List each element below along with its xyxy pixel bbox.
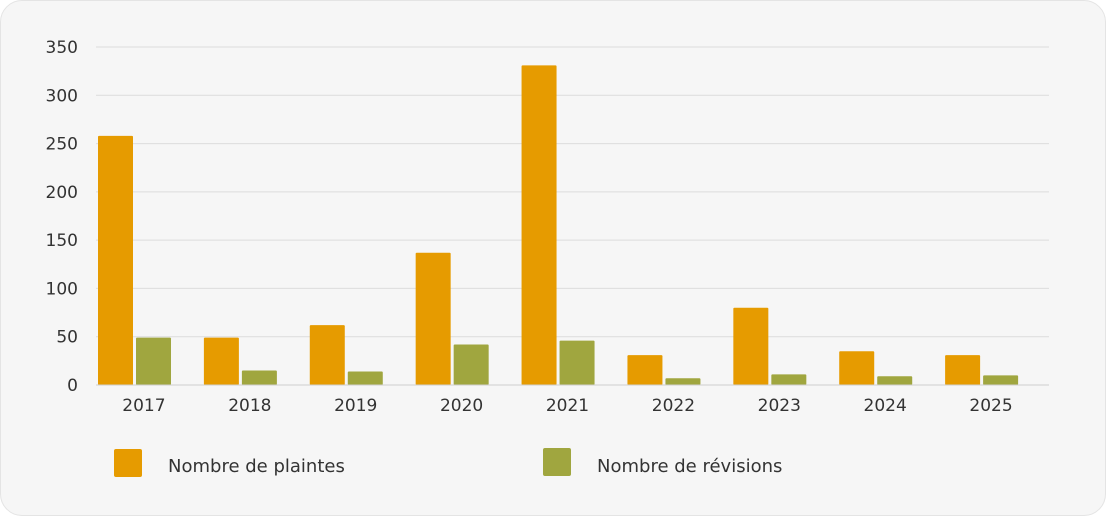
bar-plaintes	[309, 325, 345, 385]
y-tick-label: 300	[46, 86, 78, 106]
bar-revisions	[241, 370, 277, 385]
bar-revisions	[453, 344, 489, 385]
bar-revisions	[559, 340, 595, 385]
legend-swatch-plaintes	[114, 449, 142, 477]
y-tick-label: 150	[46, 231, 78, 251]
x-tick-label: 2025	[969, 396, 1012, 416]
y-tick-label: 200	[46, 183, 78, 203]
legend-label-plaintes: Nombre de plaintes	[168, 456, 345, 477]
bar-plaintes	[945, 355, 981, 385]
bar-plaintes	[203, 337, 239, 385]
x-tick-label: 2022	[652, 396, 695, 416]
bar-revisions	[136, 337, 171, 385]
bar-plaintes	[627, 355, 663, 385]
bar-plaintes	[415, 252, 451, 385]
legend: Nombre de plaintes Nombre de révisions	[114, 448, 782, 477]
bar-plaintes	[98, 135, 133, 385]
x-tick-label: 2023	[758, 396, 801, 416]
bar-revisions	[771, 374, 807, 385]
bar-revisions	[347, 371, 383, 385]
bar-plaintes	[839, 351, 875, 385]
bar-revisions	[983, 375, 1019, 385]
bars	[98, 65, 1019, 385]
legend-swatch-revisions	[543, 448, 571, 476]
x-tick-label: 2020	[440, 396, 483, 416]
bar-revisions	[877, 376, 913, 385]
y-axis: 0 50 100 150 200 250 300 350	[46, 38, 78, 396]
bar-revisions	[665, 378, 701, 385]
bar-plaintes	[733, 307, 769, 385]
y-tick-label: 100	[46, 279, 78, 299]
y-tick-label: 350	[46, 38, 78, 58]
x-tick-label: 2024	[864, 396, 907, 416]
y-tick-label: 250	[46, 135, 78, 155]
legend-label-revisions: Nombre de révisions	[597, 456, 782, 477]
x-tick-label: 2018	[228, 396, 271, 416]
x-tick-label: 2021	[546, 396, 589, 416]
gridlines	[96, 46, 1049, 338]
x-axis: 2017 2018 2019 2020 2021 2022 2023 2024 2025	[122, 396, 1012, 416]
x-tick-label: 2019	[334, 396, 377, 416]
y-tick-label: 0	[67, 376, 78, 396]
bar-plaintes	[521, 65, 557, 385]
x-tick-label: 2017	[122, 396, 165, 416]
y-tick-label: 50	[56, 328, 78, 348]
